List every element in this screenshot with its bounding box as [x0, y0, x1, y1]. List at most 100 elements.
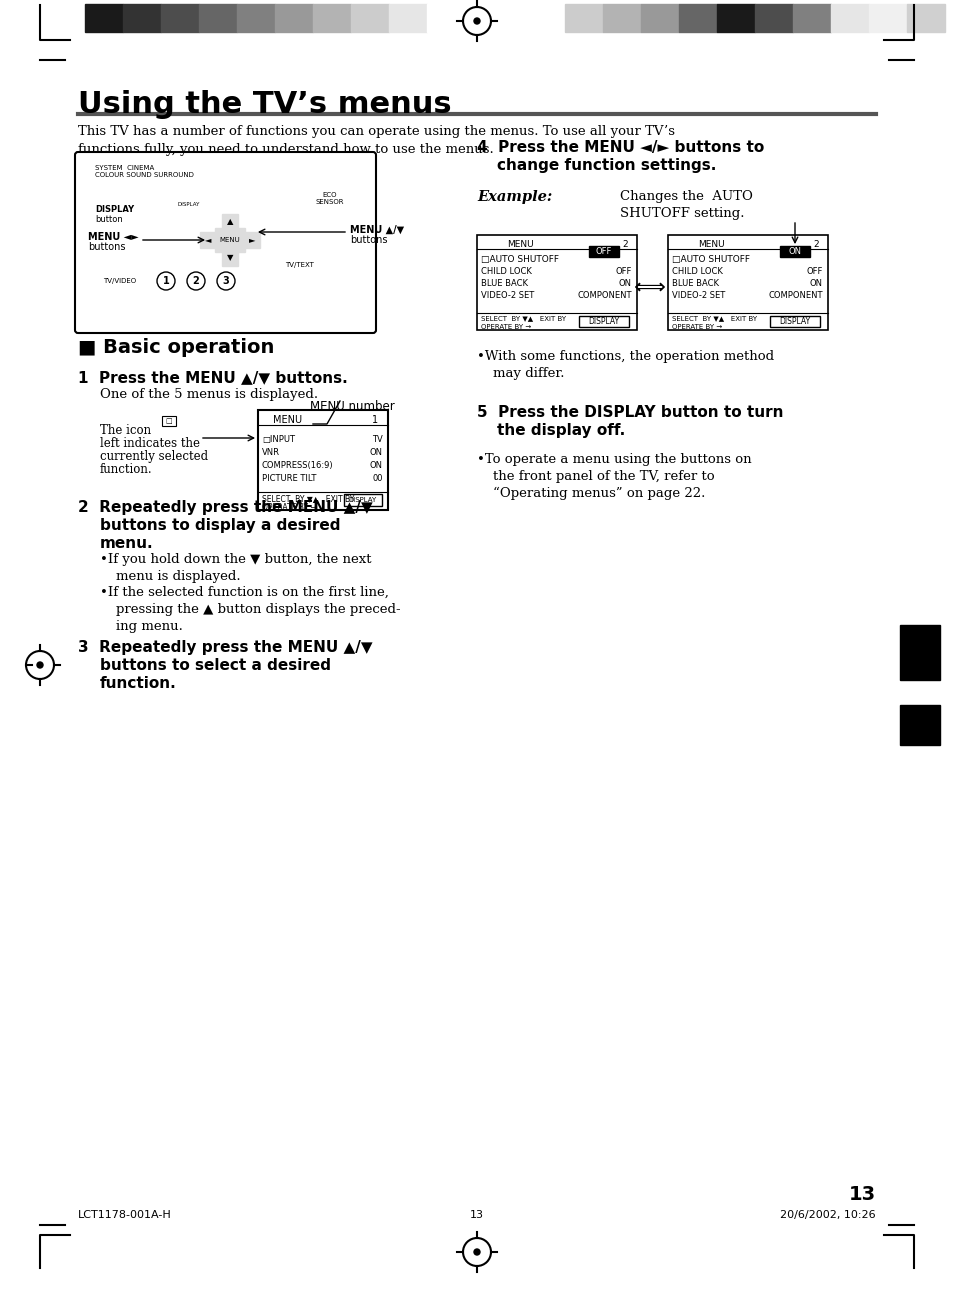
Text: DISPLAY: DISPLAY	[349, 497, 376, 503]
Circle shape	[474, 18, 479, 23]
Bar	[679, 4, 717, 32]
Text: □AUTO SHUTOFF: □AUTO SHUTOFF	[671, 255, 749, 264]
Bar	[313, 4, 351, 32]
Text: MENU number: MENU number	[310, 400, 395, 413]
Text: •With some functions, the operation method: •With some functions, the operation meth…	[476, 350, 773, 363]
Text: ON: ON	[370, 462, 382, 471]
Text: VIDEO-2 SET: VIDEO-2 SET	[480, 291, 534, 300]
Circle shape	[37, 662, 43, 668]
Text: 3: 3	[222, 276, 229, 286]
Bar	[244, 231, 260, 248]
Bar	[899, 625, 939, 680]
Text: ON: ON	[370, 448, 382, 458]
Text: menu.: menu.	[100, 536, 153, 551]
Bar	[588, 246, 618, 257]
Bar	[162, 416, 175, 426]
Text: □INPUT: □INPUT	[262, 436, 294, 445]
Text: SELECT  BY ▼▲   EXIT BY: SELECT BY ▼▲ EXIT BY	[671, 315, 757, 321]
Text: VIDEO-2 SET: VIDEO-2 SET	[671, 291, 724, 300]
Text: the display off.: the display off.	[497, 422, 624, 438]
Bar	[769, 316, 820, 328]
Text: □: □	[165, 419, 172, 424]
Text: One of the 5 menus is displayed.: One of the 5 menus is displayed.	[100, 387, 317, 400]
Text: TV/VIDEO: TV/VIDEO	[103, 278, 136, 283]
Bar	[194, 165, 220, 183]
Text: ECO
SENSOR: ECO SENSOR	[315, 192, 344, 205]
Bar	[174, 198, 203, 211]
Text: COLOUR SOUND SURROUND: COLOUR SOUND SURROUND	[95, 172, 193, 178]
Bar	[123, 4, 161, 32]
Text: 2: 2	[193, 276, 199, 286]
Text: MENU: MENU	[506, 240, 533, 250]
Text: 2  Repeatedly press the MENU ▲/▼: 2 Repeatedly press the MENU ▲/▼	[78, 500, 373, 515]
Text: VNR: VNR	[262, 448, 280, 458]
Bar	[899, 705, 939, 745]
Text: Example:: Example:	[476, 190, 552, 204]
FancyBboxPatch shape	[75, 152, 375, 333]
Bar	[257, 410, 388, 510]
Text: SELECT  BY ▼▲   EXIT BY: SELECT BY ▼▲ EXIT BY	[480, 315, 565, 321]
Text: OFF: OFF	[596, 247, 612, 256]
Text: OPERATE BY →: OPERATE BY →	[671, 324, 721, 330]
Bar	[85, 4, 123, 32]
Text: DISPLAY: DISPLAY	[177, 202, 200, 207]
Text: OFF: OFF	[615, 266, 631, 276]
Text: ▲: ▲	[227, 217, 233, 226]
Bar	[780, 246, 809, 257]
Text: •To operate a menu using the buttons on: •To operate a menu using the buttons on	[476, 452, 751, 465]
Bar	[717, 4, 754, 32]
Text: ing menu.: ing menu.	[116, 620, 183, 633]
Text: LCT1178-001A-H: LCT1178-001A-H	[78, 1210, 172, 1219]
Text: 3  Repeatedly press the MENU ▲/▼: 3 Repeatedly press the MENU ▲/▼	[78, 640, 373, 655]
Bar	[640, 4, 679, 32]
Text: buttons: buttons	[350, 235, 387, 244]
Text: OPERATE BY →: OPERATE BY →	[262, 503, 316, 512]
Bar	[154, 165, 180, 183]
Text: 2: 2	[621, 240, 627, 250]
Text: button: button	[95, 214, 123, 224]
Bar	[214, 272, 236, 290]
Text: DISPLAY: DISPLAY	[779, 317, 810, 326]
Bar	[868, 4, 906, 32]
Text: ◄: ◄	[205, 235, 211, 244]
Text: buttons to select a desired: buttons to select a desired	[100, 658, 331, 673]
Text: ON: ON	[788, 247, 801, 256]
Text: MENU: MENU	[698, 240, 724, 250]
Bar	[754, 4, 792, 32]
Text: ►: ►	[249, 235, 255, 244]
Text: This TV has a number of functions you can operate using the menus. To use all yo: This TV has a number of functions you ca…	[78, 125, 675, 156]
Text: MENU: MENU	[273, 415, 302, 425]
Text: TV: TV	[372, 436, 382, 445]
Bar	[564, 4, 602, 32]
Text: TV/TEXT: TV/TEXT	[285, 263, 314, 268]
Bar	[906, 4, 944, 32]
Text: MENU: MENU	[219, 237, 240, 243]
Text: ON: ON	[618, 280, 631, 289]
Text: •If the selected function is on the first line,: •If the selected function is on the firs…	[100, 586, 389, 599]
Text: 1  Press the MENU ▲/▼ buttons.: 1 Press the MENU ▲/▼ buttons.	[78, 370, 348, 385]
Text: PICTURE TILT: PICTURE TILT	[262, 474, 316, 484]
Text: ▼: ▼	[227, 254, 233, 263]
Bar	[200, 231, 215, 248]
Text: Using the TV’s menus: Using the TV’s menus	[78, 90, 451, 120]
Bar	[222, 250, 237, 266]
Bar	[185, 272, 207, 290]
Text: buttons: buttons	[88, 242, 126, 252]
Text: 1: 1	[162, 276, 170, 286]
Text: ■ Basic operation: ■ Basic operation	[78, 338, 274, 358]
Text: CHILD LOCK: CHILD LOCK	[671, 266, 722, 276]
Text: SHUTOFF setting.: SHUTOFF setting.	[619, 207, 743, 220]
Text: OPERATE BY →: OPERATE BY →	[480, 324, 531, 330]
Text: The icon: The icon	[100, 424, 154, 437]
Bar	[602, 4, 640, 32]
Bar	[344, 494, 381, 506]
Text: OFF: OFF	[806, 266, 822, 276]
Text: 2: 2	[812, 240, 818, 250]
Text: change function settings.: change function settings.	[497, 159, 716, 173]
Text: 4  Press the MENU ◄/► buttons to: 4 Press the MENU ◄/► buttons to	[476, 140, 763, 155]
Bar	[154, 272, 177, 290]
Bar	[389, 4, 427, 32]
Text: BLUE BACK: BLUE BACK	[480, 280, 527, 289]
Bar	[427, 4, 464, 32]
Text: DISPLAY: DISPLAY	[588, 317, 618, 326]
